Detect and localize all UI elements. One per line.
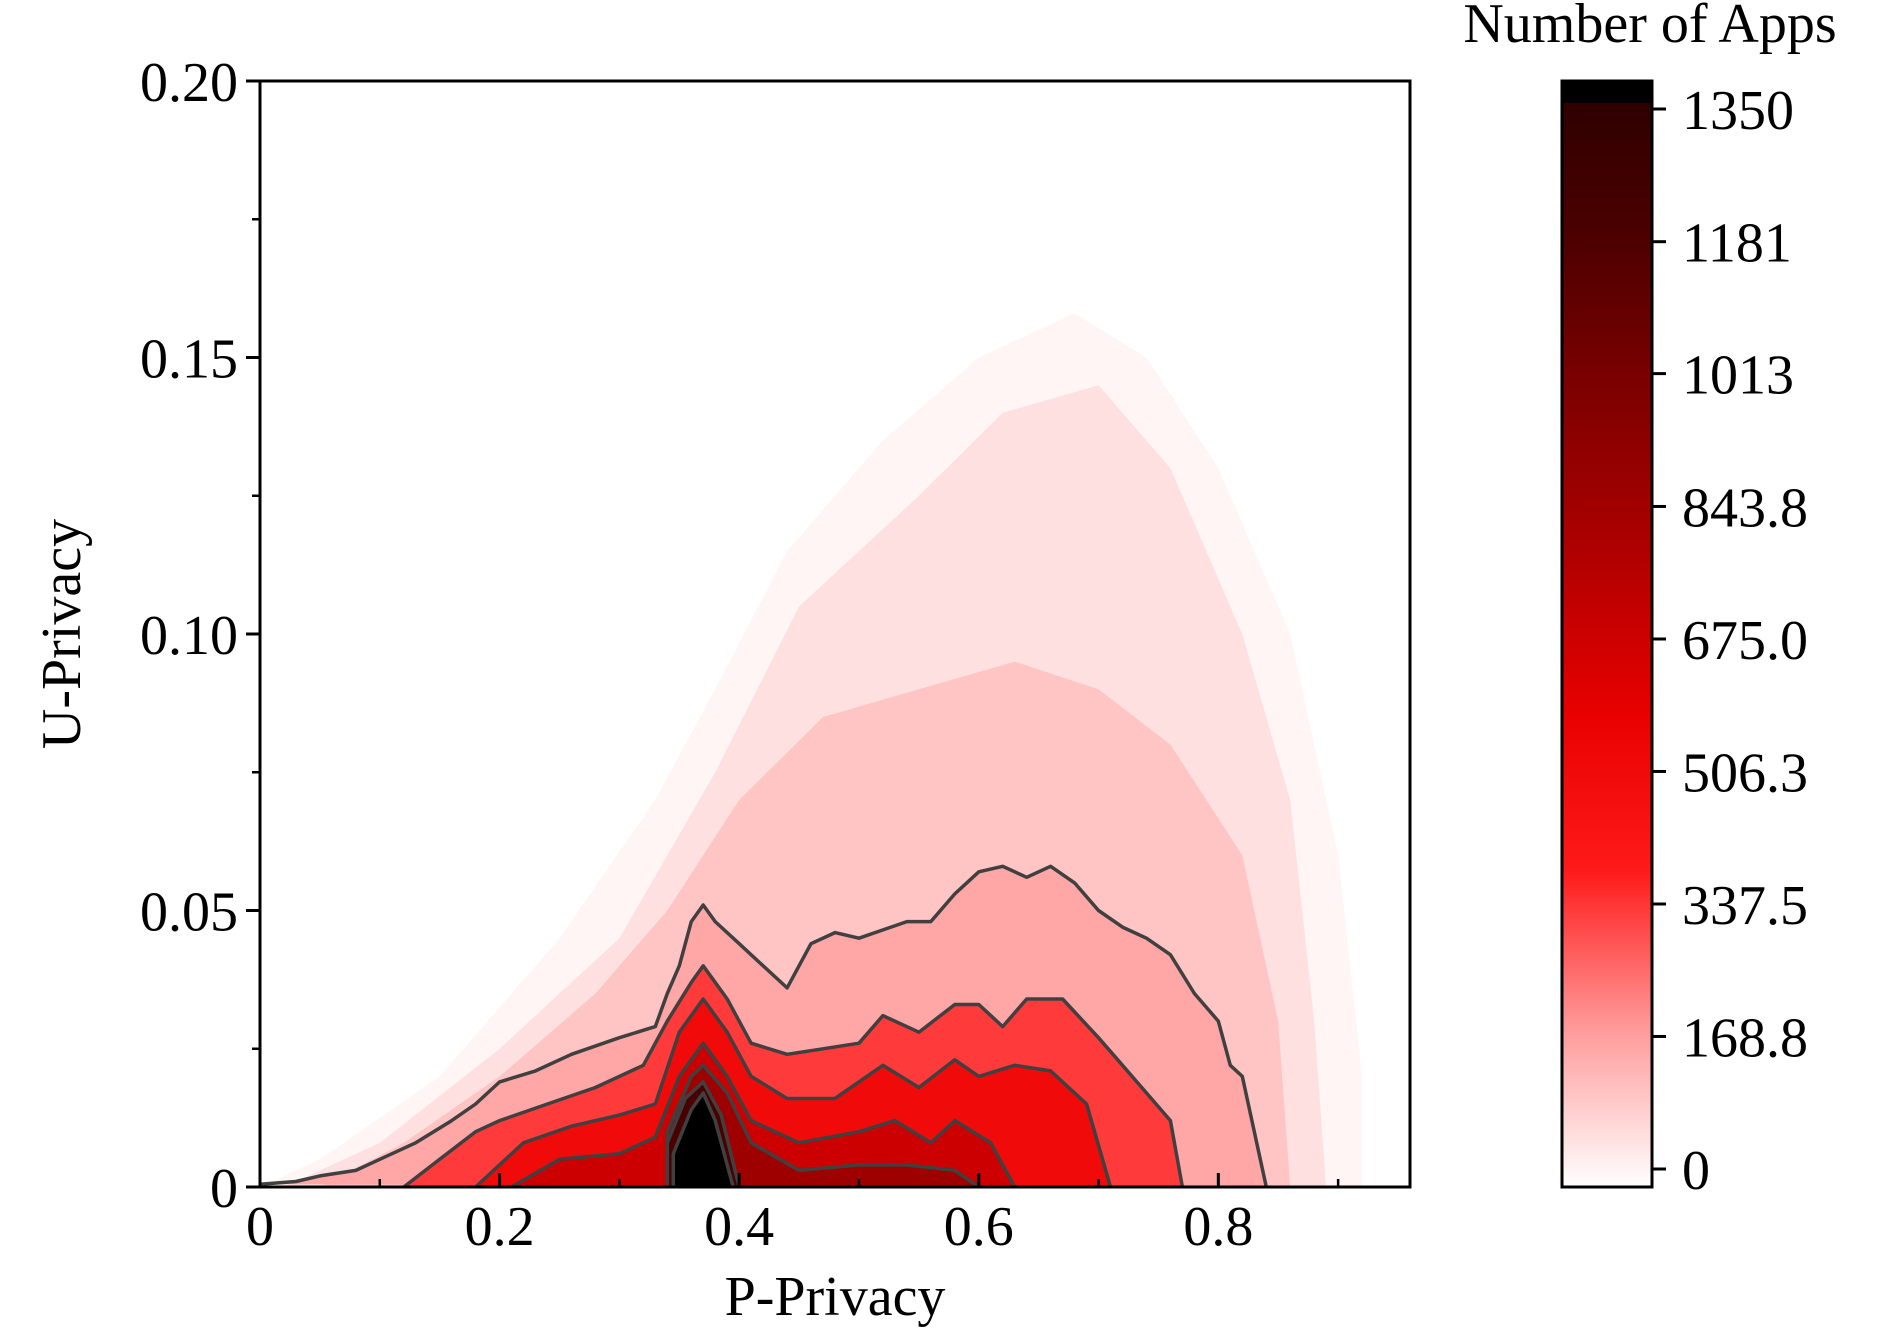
- colorbar-tick-label: 168.8: [1682, 1007, 1808, 1069]
- contour-line-169: [260, 864, 1269, 1187]
- contour-line-layer: [260, 864, 1269, 1187]
- y-axis: 0 0.05 0.10 0.15 0.20: [140, 52, 260, 1220]
- colorbar-frame: [1560, 79, 1654, 1189]
- colorbar-tick-label: 1350: [1682, 80, 1794, 142]
- x-tick-label: 0.6: [944, 1196, 1014, 1258]
- contour-region-1350: [673, 1093, 734, 1187]
- colorbar-top-band: [1562, 81, 1652, 103]
- contour-line-1181: [665, 1080, 741, 1187]
- colorbar-axis: 0 168.8 337.5 506.3 675.0 843.8 1013 1181 1350: [1652, 80, 1808, 1202]
- contour-line-1350: [671, 1091, 735, 1187]
- contour-line-506: [474, 997, 1113, 1187]
- x-tick-label: 0.8: [1183, 1196, 1253, 1258]
- contour-region-844: [667, 1065, 979, 1187]
- y-axis-label: U-Privacy: [31, 519, 93, 749]
- colorbar-tick-label: 843.8: [1682, 477, 1808, 539]
- contour-line-675: [510, 1041, 1017, 1187]
- contour-fill-layer: [260, 313, 1363, 1187]
- colorbar-tick-label: 675.0: [1682, 610, 1808, 672]
- y-tick-label: 0.20: [140, 52, 238, 114]
- contour-line-338: [402, 964, 1185, 1187]
- y-tick-label: 0: [210, 1158, 238, 1220]
- colorbar-tick-label: 337.5: [1682, 875, 1808, 937]
- colorbar-tick-label: 506.3: [1682, 742, 1808, 804]
- x-axis-label: P-Privacy: [725, 1266, 946, 1328]
- x-tick-label: 0.2: [465, 1196, 535, 1258]
- y-tick-label: 0.15: [140, 329, 238, 391]
- x-tick-label: 0: [246, 1196, 274, 1258]
- x-axis: 0 0.2 0.4 0.6 0.8: [246, 1173, 1340, 1258]
- y-tick-label: 0.05: [140, 882, 238, 944]
- colorbar-title: Number of Apps: [1463, 0, 1836, 55]
- colorbar-tick-label: 1181: [1682, 213, 1792, 275]
- x-tick-label: 0.4: [704, 1196, 774, 1258]
- colorbar-tick-label: 0: [1682, 1140, 1710, 1202]
- contour-line-844: [665, 1063, 980, 1187]
- colorbar: [1562, 81, 1652, 1187]
- contour-region-675: [511, 1043, 1015, 1187]
- y-tick-label: 0.10: [140, 605, 238, 667]
- colorbar-tick-label: 1013: [1682, 345, 1794, 407]
